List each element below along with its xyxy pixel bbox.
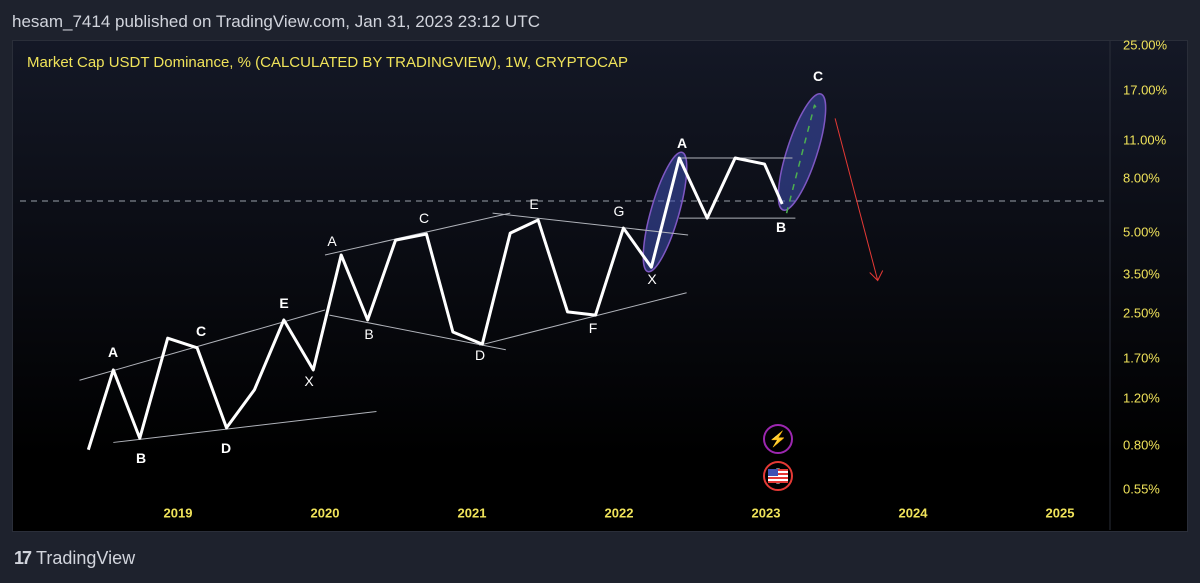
y-tick-label: 17.00% (1123, 82, 1168, 98)
y-tick-label: 8.00% (1123, 170, 1160, 186)
y-tick-label: 11.00% (1123, 132, 1167, 148)
wave-label: A (676, 135, 688, 151)
trendline (113, 410, 377, 443)
x-tick-label: 2024 (898, 505, 928, 521)
down-arrow (834, 118, 884, 282)
trendline (329, 314, 506, 351)
y-tick-label: 5.00% (1123, 224, 1160, 240)
tradingview-logo-icon: 17 (14, 548, 32, 568)
us-flag-event-icon[interactable] (763, 461, 793, 491)
wave-label: G (613, 203, 625, 219)
wave-label: B (135, 450, 147, 466)
y-tick-label: 0.55% (1123, 481, 1160, 497)
wave-label: C (812, 68, 824, 84)
footer: 17 TradingView (14, 548, 135, 569)
wave-label: F (588, 320, 598, 336)
y-tick-label: 3.50% (1123, 266, 1160, 282)
wave-label: D (474, 347, 486, 363)
x-tick-label: 2022 (604, 505, 634, 521)
symbol-title: Market Cap USDT Dominance, % (CALCULATED… (27, 54, 628, 71)
wave-label: X (304, 373, 314, 389)
y-tick-label: 1.20% (1123, 390, 1160, 406)
wave-label: A (107, 344, 119, 360)
y-tick-label: 0.80% (1123, 437, 1160, 453)
wave-label: A (327, 233, 337, 249)
trendline (324, 212, 511, 256)
x-tick-label: 2019 (163, 505, 193, 521)
wave-label: E (529, 196, 539, 212)
wave-label: X (647, 271, 657, 287)
x-tick-label: 2020 (310, 505, 340, 521)
footer-brand: TradingView (36, 548, 136, 568)
y-tick-label: 25.00% (1123, 37, 1168, 53)
x-tick-label: 2023 (751, 505, 781, 521)
wave-label: C (418, 210, 430, 226)
lightning-event-icon[interactable]: ⚡ (763, 424, 793, 454)
projection-line (785, 104, 820, 214)
wave-label: D (220, 440, 232, 456)
trendline (479, 292, 687, 346)
trendline (492, 212, 689, 236)
y-tick-label: 1.70% (1123, 350, 1160, 366)
x-tick-label: 2021 (457, 505, 487, 521)
wave-label: E (279, 295, 289, 311)
x-tick-label: 2025 (1045, 505, 1075, 521)
wave-label: B (775, 219, 787, 235)
wave-label: B (364, 326, 374, 342)
chart-panel[interactable] (12, 40, 1188, 532)
wave-label: C (195, 323, 207, 339)
publisher-header: hesam_7414 published on TradingView.com,… (12, 12, 540, 31)
y-tick-label: 2.50% (1123, 305, 1160, 321)
price-line (86, 156, 784, 451)
